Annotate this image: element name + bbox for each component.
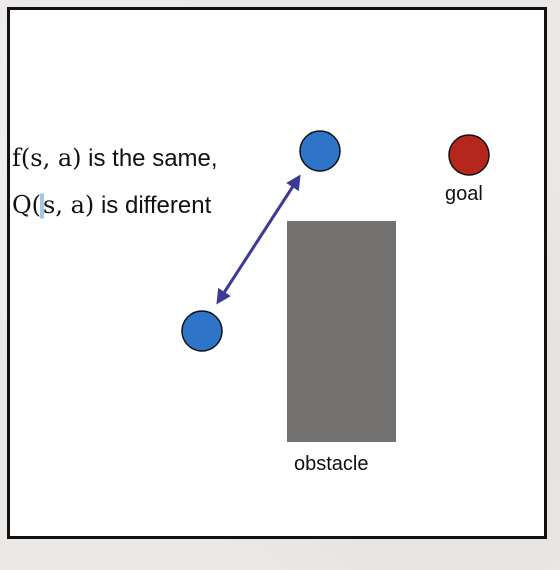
double-headed-arrow-icon: [216, 174, 301, 305]
q-function-args: s, a): [43, 191, 95, 219]
caption-line-1-text: is the same,: [81, 145, 218, 172]
goal-label: goal: [445, 183, 483, 205]
text-cursor-highlight: [40, 193, 45, 219]
agent-bottom-circle: [181, 310, 223, 352]
f-function-label: f(s, a): [12, 144, 82, 172]
obstacle-block: [287, 221, 396, 442]
caption-line-2: Q(s, a) is different: [12, 191, 211, 220]
obstacle-label: obstacle: [294, 453, 369, 475]
caption-line-1: f(s, a) is the same,: [12, 144, 218, 173]
agent-top-circle: [299, 130, 341, 172]
diagram-panel: [7, 7, 547, 539]
goal-circle: [448, 134, 490, 176]
q-function-open: Q(: [12, 191, 42, 219]
caption-line-2-text: is different: [94, 192, 212, 219]
